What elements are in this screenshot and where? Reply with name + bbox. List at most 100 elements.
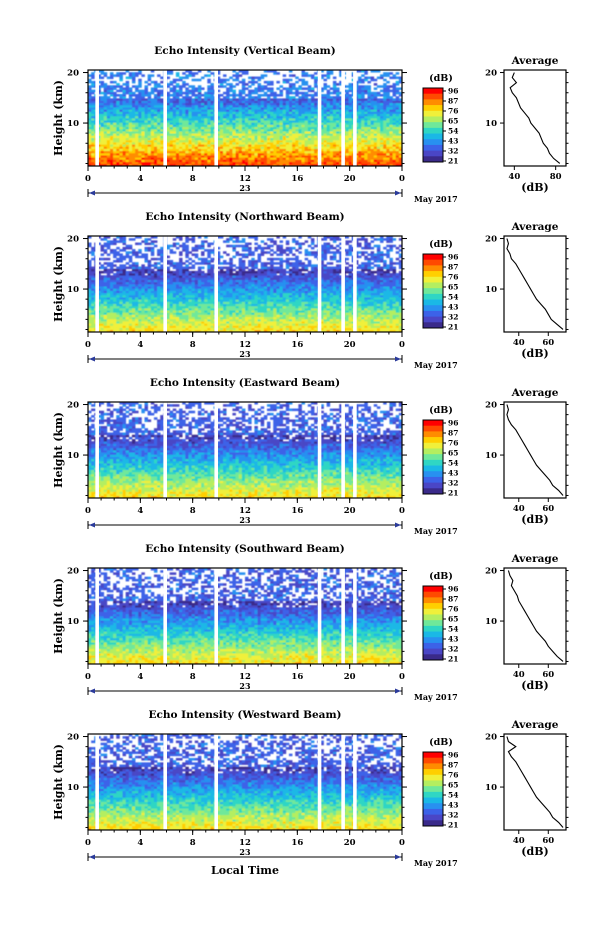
heatmap-cell xyxy=(301,87,306,90)
heatmap-cell xyxy=(232,308,236,311)
heatmap-cell xyxy=(298,107,302,110)
heatmap-cell xyxy=(326,323,331,326)
heatmap-cell xyxy=(273,325,277,328)
heatmap-cell xyxy=(301,163,306,167)
heatmap-cell xyxy=(282,128,287,132)
heatmap-cell xyxy=(392,139,397,143)
heatmap-cell xyxy=(260,310,265,313)
heatmap-cell xyxy=(279,310,284,313)
heatmap-cell xyxy=(185,70,189,73)
heatmap-cell xyxy=(147,325,152,328)
heatmap-cell xyxy=(182,314,186,318)
heatmap-cell xyxy=(238,321,243,324)
heatmap-cell xyxy=(232,85,236,88)
heatmap-cell xyxy=(251,137,255,141)
heatmap-cell xyxy=(241,316,246,320)
heatmap-cell xyxy=(116,148,120,152)
heatmap-cell xyxy=(398,115,403,119)
heatmap-cell xyxy=(204,124,208,128)
heatmap-cell xyxy=(138,113,142,117)
heatmap-cell xyxy=(150,318,155,322)
heatmap-cell xyxy=(197,126,202,130)
heatmap-cell xyxy=(229,316,233,320)
heatmap-cell xyxy=(314,152,318,156)
heatmap-cell xyxy=(276,146,280,149)
heatmap-cell xyxy=(226,157,230,160)
heatmap-cell xyxy=(226,122,230,125)
heatmap-cell xyxy=(292,139,296,143)
heatmap-cell xyxy=(235,109,240,112)
heatmap-cell xyxy=(100,109,105,112)
heatmap-cell xyxy=(232,329,236,333)
heatmap-cell xyxy=(188,318,192,322)
heatmap-cell xyxy=(395,316,400,320)
heatmap-cell xyxy=(270,142,274,145)
heatmap-cell xyxy=(348,133,353,136)
heatmap-cell xyxy=(166,321,170,324)
heatmap-cell xyxy=(376,325,381,328)
heatmap-cell xyxy=(223,91,227,95)
heatmap-cell xyxy=(373,126,378,130)
heatmap-cell xyxy=(235,120,240,123)
heatmap-cell xyxy=(238,133,243,136)
heatmap-cell xyxy=(88,144,92,147)
profile-x-label: 80 xyxy=(550,172,562,182)
heatmap-cell xyxy=(138,78,142,82)
heatmap-cell xyxy=(197,100,202,104)
heatmap-cell xyxy=(232,118,236,121)
heatmap-cell xyxy=(288,144,293,147)
heatmap-cell xyxy=(229,115,233,119)
heatmap-cell xyxy=(226,113,230,117)
heatmap-cell xyxy=(263,100,268,104)
heatmap-cell xyxy=(241,155,246,158)
heatmap-cell xyxy=(194,327,199,331)
heatmap-cell xyxy=(389,98,393,101)
heatmap-cell xyxy=(263,124,268,128)
heatmap-cell xyxy=(100,107,105,110)
heatmap-cell xyxy=(144,155,149,158)
heatmap-cell xyxy=(219,314,224,318)
heatmap-cell xyxy=(251,111,255,114)
heatmap-cell xyxy=(88,118,92,121)
heatmap-cell xyxy=(185,131,189,134)
heatmap-cell xyxy=(361,310,365,313)
heatmap-cell xyxy=(282,87,287,90)
heatmap-cell xyxy=(109,76,114,80)
heatmap-cell xyxy=(332,323,337,326)
heatmap-cell xyxy=(232,126,236,130)
heatmap-cell xyxy=(179,131,183,134)
heatmap-cell xyxy=(135,144,139,147)
heatmap-cell xyxy=(166,144,170,147)
heatmap-cell xyxy=(226,89,230,93)
heatmap-cell xyxy=(386,152,390,156)
heatmap-cell xyxy=(204,157,208,160)
heatmap-cell xyxy=(270,157,274,160)
heatmap-cell xyxy=(320,316,324,320)
heatmap-cell xyxy=(88,87,92,90)
heatmap-cell xyxy=(235,310,240,313)
heatmap-cell xyxy=(91,150,95,154)
heatmap-cell xyxy=(370,137,375,141)
heatmap-cell xyxy=(248,131,252,134)
heatmap-cell xyxy=(207,327,211,331)
heatmap-cell xyxy=(229,85,233,88)
heatmap-cell xyxy=(364,316,368,320)
heatmap-cell xyxy=(157,159,161,162)
heatmap-cell xyxy=(339,80,343,84)
heatmap-cell xyxy=(345,91,349,95)
heatmap-cell xyxy=(248,122,252,125)
heatmap-cell xyxy=(116,83,120,86)
heatmap-cell xyxy=(185,139,189,143)
heatmap-cell xyxy=(122,91,127,95)
heatmap-cell xyxy=(288,85,293,88)
heatmap-cell xyxy=(386,104,390,108)
heatmap-cell xyxy=(125,135,130,138)
heatmap-cell xyxy=(182,120,186,123)
heatmap-cell xyxy=(172,150,177,154)
heatmap-cell xyxy=(106,118,111,121)
heatmap-cell xyxy=(395,89,400,93)
heatmap-cell xyxy=(395,80,400,84)
heatmap-cell xyxy=(141,111,145,114)
heatmap-cell xyxy=(241,131,246,134)
